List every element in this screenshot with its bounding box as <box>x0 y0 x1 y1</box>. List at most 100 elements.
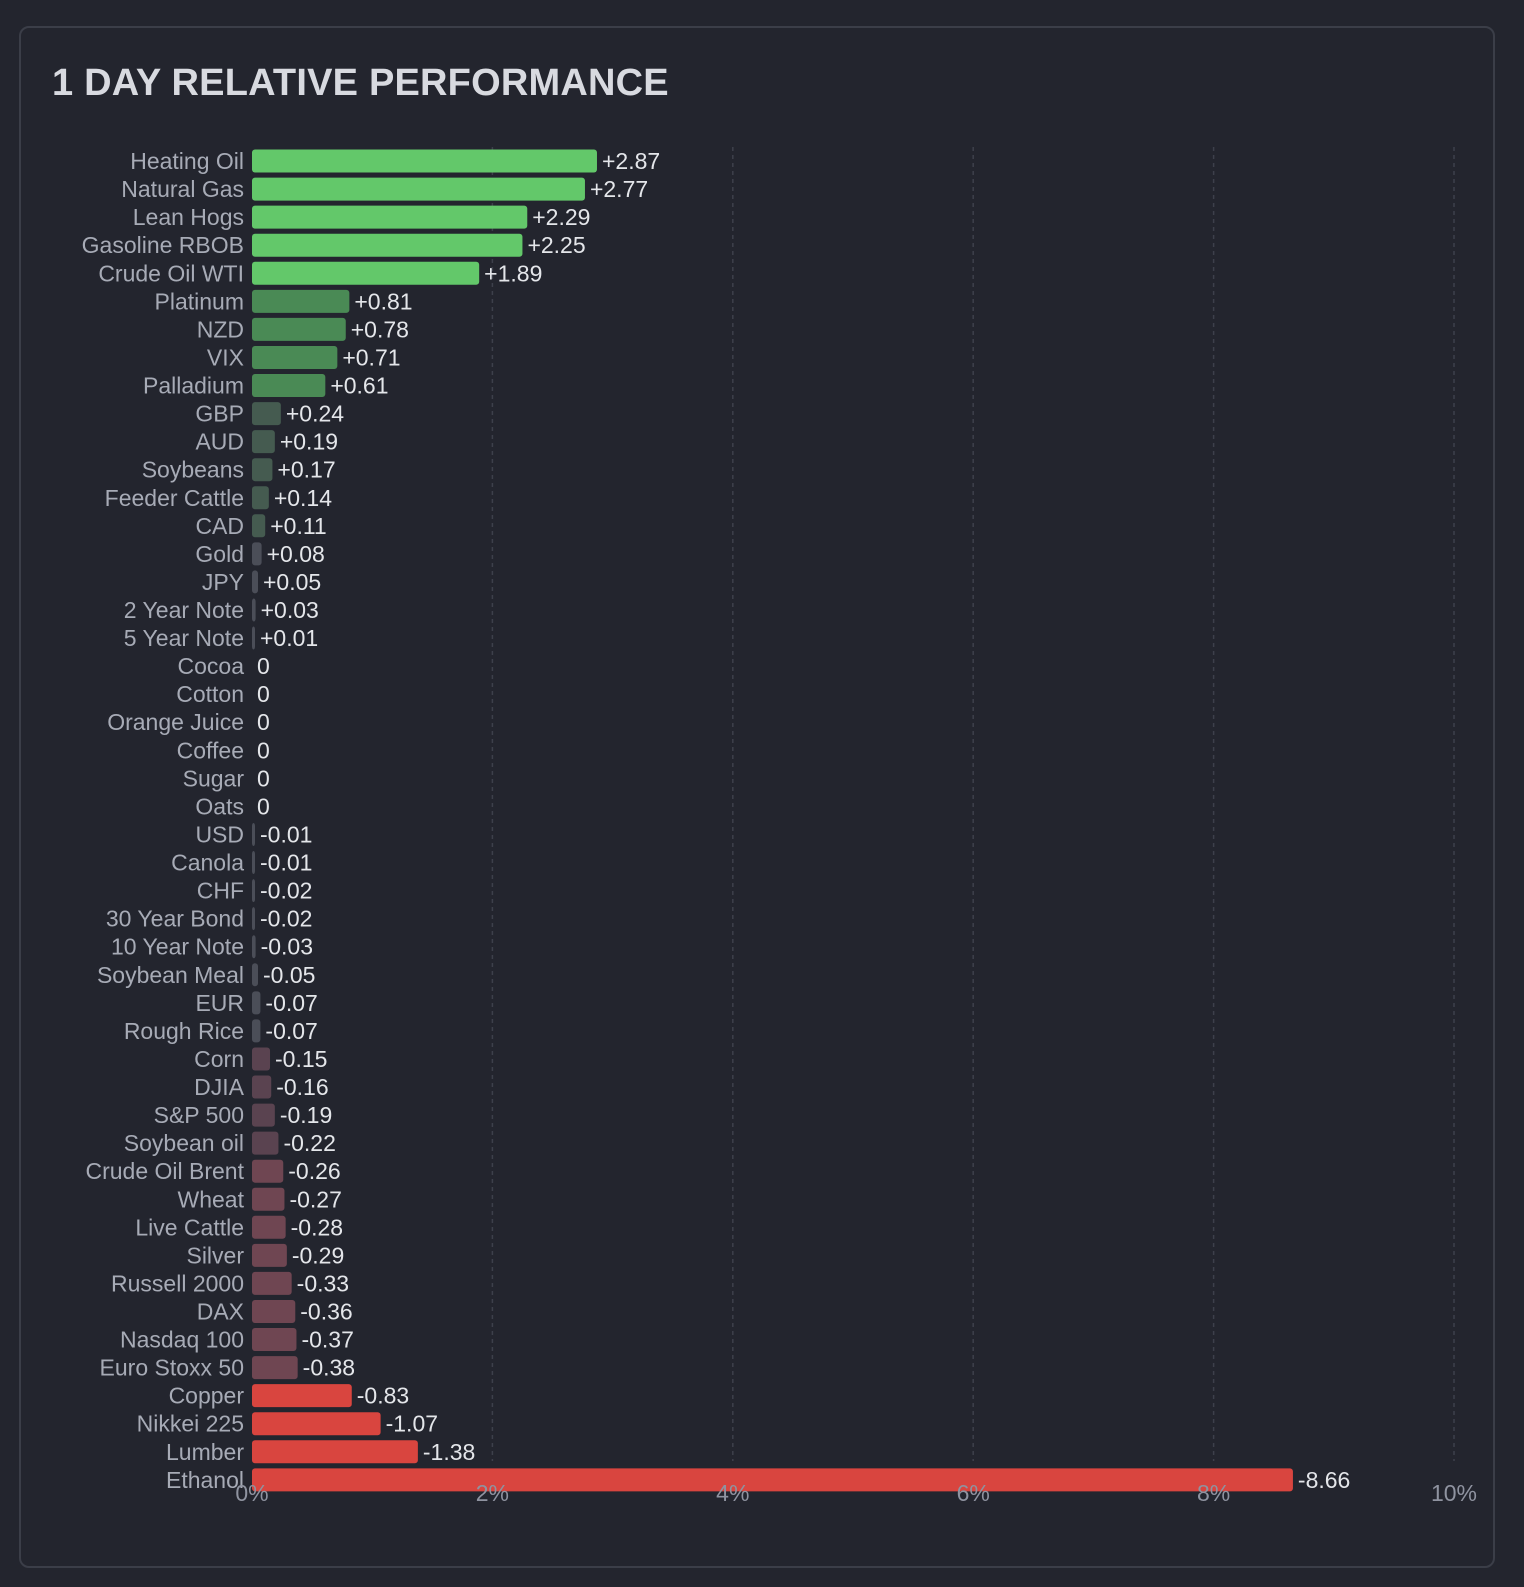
value-label: 0 <box>257 709 270 735</box>
category-label: 30 Year Bond <box>106 906 244 932</box>
category-label: JPY <box>202 569 244 595</box>
category-label: Live Cattle <box>135 1214 244 1240</box>
x-tick-label: 10% <box>1431 1480 1477 1506</box>
bar <box>252 907 255 931</box>
bar <box>252 205 528 229</box>
value-label: +0.78 <box>351 316 409 342</box>
value-label: -0.03 <box>261 934 313 960</box>
value-label: +0.05 <box>263 569 321 595</box>
category-label: DAX <box>197 1298 244 1324</box>
value-label: +2.29 <box>532 204 590 230</box>
bar <box>252 514 266 538</box>
category-label: Russell 2000 <box>111 1270 244 1296</box>
category-label: Coffee <box>177 737 244 763</box>
bar <box>252 626 255 650</box>
bars <box>252 149 1293 1492</box>
category-label: Gasoline RBOB <box>82 232 244 258</box>
value-label: +0.61 <box>330 373 388 399</box>
value-label: -0.07 <box>265 990 317 1016</box>
value-label: -0.27 <box>289 1186 341 1212</box>
category-label: Crude Oil Brent <box>85 1158 244 1184</box>
x-tick-label: 6% <box>957 1480 990 1506</box>
bar <box>252 1019 261 1043</box>
bar <box>252 289 350 313</box>
bar <box>252 177 585 201</box>
bar <box>252 261 480 285</box>
value-label: +2.87 <box>602 148 660 174</box>
category-label: Nasdaq 100 <box>120 1327 244 1353</box>
bar <box>252 851 255 875</box>
category-label: Cocoa <box>178 653 245 679</box>
value-label: +2.25 <box>527 232 585 258</box>
category-label: Ethanol <box>166 1467 244 1493</box>
category-label: Soybeans <box>142 457 244 483</box>
bar <box>252 1328 297 1352</box>
category-label: USD <box>195 821 244 847</box>
value-label: 0 <box>257 737 270 763</box>
value-label: -0.36 <box>300 1298 352 1324</box>
value-label: +0.19 <box>280 429 338 455</box>
bar <box>252 1412 381 1436</box>
value-label: -0.38 <box>303 1355 355 1381</box>
x-tick-label: 2% <box>476 1480 509 1506</box>
value-label: -8.66 <box>1298 1467 1350 1493</box>
bar <box>252 458 273 482</box>
category-label: Euro Stoxx 50 <box>100 1355 244 1381</box>
value-label: -0.26 <box>288 1158 340 1184</box>
bar <box>252 374 326 398</box>
value-label: +0.14 <box>274 485 332 511</box>
category-label: Natural Gas <box>121 176 244 202</box>
bar <box>252 991 261 1015</box>
category-label: Crude Oil WTI <box>98 260 244 286</box>
value-label: -0.02 <box>260 878 312 904</box>
bar <box>252 1047 271 1071</box>
category-label: Soybean oil <box>124 1130 244 1156</box>
bar <box>252 935 256 959</box>
value-label: +0.81 <box>354 288 412 314</box>
category-label: VIX <box>207 344 244 370</box>
category-label: Feeder Cattle <box>105 485 244 511</box>
category-label: Cotton <box>176 681 244 707</box>
bar <box>252 1131 279 1155</box>
value-label: +0.11 <box>270 513 327 539</box>
bar <box>252 1271 292 1295</box>
value-labels: +2.87+2.77+2.29+2.25+1.89 +0.81+0.78+0.71… <box>257 148 1350 1493</box>
bar <box>252 1159 284 1183</box>
category-label: Wheat <box>178 1186 245 1212</box>
value-label: -0.29 <box>292 1242 344 1268</box>
chart-title: 1 DAY RELATIVE PERFORMANCE <box>52 62 669 104</box>
x-tick-label: 4% <box>716 1480 749 1506</box>
category-label: EUR <box>195 990 244 1016</box>
category-label: Platinum <box>155 288 244 314</box>
value-label: -1.38 <box>423 1439 475 1465</box>
bar <box>252 317 346 341</box>
category-label: 10 Year Note <box>111 934 244 960</box>
value-label: -0.01 <box>260 821 312 847</box>
bar <box>252 1215 286 1239</box>
category-label: Rough Rice <box>124 1018 244 1044</box>
category-label: 5 Year Note <box>124 625 244 651</box>
gridlines <box>491 147 1455 1461</box>
category-label: CAD <box>195 513 244 539</box>
value-label: -0.16 <box>276 1074 328 1100</box>
category-label: Oats <box>195 793 244 819</box>
category-label: Nikkei 225 <box>137 1411 244 1437</box>
value-label: -0.01 <box>260 850 312 876</box>
value-label: -1.07 <box>386 1411 438 1437</box>
value-label: -0.28 <box>291 1214 343 1240</box>
category-label: Corn <box>194 1046 244 1072</box>
value-label: +0.01 <box>260 625 318 651</box>
category-label: Palladium <box>143 373 244 399</box>
bar <box>252 598 256 622</box>
x-tick-label: 8% <box>1197 1480 1230 1506</box>
value-label: 0 <box>257 681 270 707</box>
category-label: Gold <box>195 541 244 567</box>
value-label: 0 <box>257 653 270 679</box>
value-label: 0 <box>257 793 270 819</box>
value-label: 0 <box>257 765 270 791</box>
value-label: +1.89 <box>484 260 542 286</box>
bar <box>252 345 338 369</box>
category-label: S&P 500 <box>154 1102 244 1128</box>
